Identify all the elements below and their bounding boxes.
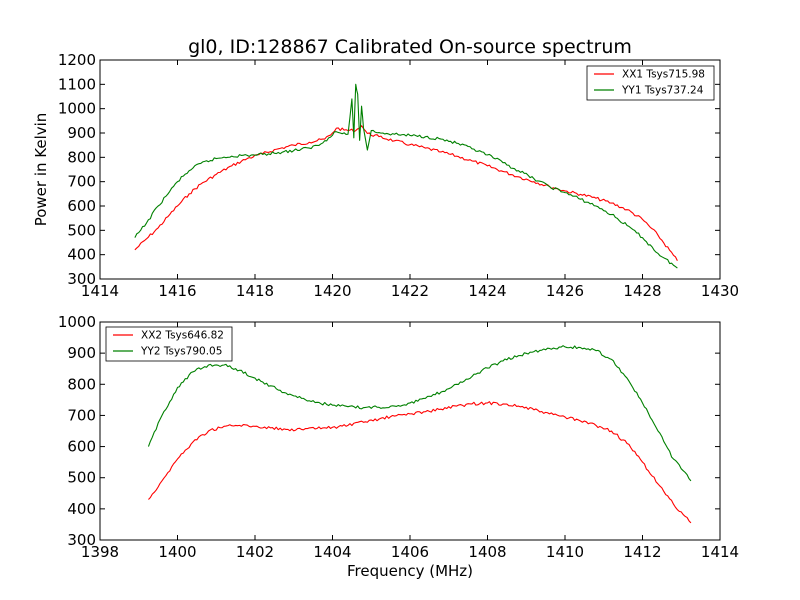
top-legend-box xyxy=(586,65,715,101)
top-y-tick-label: 800 xyxy=(67,148,96,166)
bottom-x-tick-label: 1406 xyxy=(391,543,429,561)
bottom-y-tick-label: 700 xyxy=(67,406,96,424)
bottom-y-tick-label: 500 xyxy=(67,469,96,487)
top-series-line-1 xyxy=(134,83,678,269)
bottom-legend: XX2 Tsys646.82 YY2 Tsys790.05 xyxy=(105,326,233,362)
top-x-tick-label: 1422 xyxy=(391,282,429,300)
top-x-tick-label: 1428 xyxy=(623,282,661,300)
bottom-x-axis-label: Frequency (MHz) xyxy=(347,562,473,580)
top-x-tick-label: 1426 xyxy=(546,282,584,300)
top-series-line-0 xyxy=(134,125,678,261)
top-y-tick-label: 600 xyxy=(67,197,96,215)
top-legend-label-0: XX1 Tsys715.98 xyxy=(622,69,705,81)
bottom-y-tick-label: 1000 xyxy=(58,313,96,331)
top-y-tick-label: 700 xyxy=(67,173,96,191)
bottom-y-tick-label: 400 xyxy=(67,500,96,518)
bottom-x-tick-label: 1402 xyxy=(236,543,274,561)
bottom-x-tick-label: 1408 xyxy=(468,543,506,561)
bottom-y-tick-label: 300 xyxy=(67,531,96,549)
top-legend: XX1 Tsys715.98 YY1 Tsys737.24 xyxy=(586,65,715,101)
bottom-legend-box xyxy=(105,326,233,362)
top-y-tick-label: 500 xyxy=(67,221,96,239)
bottom-y-tick-label: 600 xyxy=(67,438,96,456)
bottom-x-tick-label: 1400 xyxy=(158,543,196,561)
top-x-tick-label: 1414 xyxy=(81,282,119,300)
bottom-x-tick-label: 1410 xyxy=(546,543,584,561)
top-x-tick-label: 1418 xyxy=(236,282,274,300)
bottom-series-line-0 xyxy=(148,401,692,524)
bottom-y-tick-label: 800 xyxy=(67,375,96,393)
top-y-tick-label: 300 xyxy=(67,270,96,288)
top-y-tick-label: 1100 xyxy=(58,75,96,93)
bottom-series-line-1 xyxy=(147,345,692,482)
top-y-tick-label: 1000 xyxy=(58,100,96,118)
bottom-legend-label-1: YY2 Tsys790.05 xyxy=(140,346,222,358)
top-x-tick-label: 1416 xyxy=(158,282,196,300)
top-x-tick-label: 1430 xyxy=(701,282,739,300)
bottom-x-tick-label: 1412 xyxy=(623,543,661,561)
bottom-chart: 1398 1400 1402 1404 1406 1408 1410 1412 1414 300 4… xyxy=(58,313,739,561)
top-y-axis-label: Power in Kelvin xyxy=(32,113,50,227)
bottom-legend-label-0: XX2 Tsys646.82 xyxy=(141,330,224,342)
top-y-tick-label: 900 xyxy=(67,124,96,142)
top-x-tick-label: 1420 xyxy=(313,282,351,300)
chart-title: gl0, ID:128867 Calibrated On-source spec… xyxy=(188,36,632,58)
bottom-x-tick-label: 1404 xyxy=(313,543,351,561)
bottom-x-tick-label: 1414 xyxy=(701,543,739,561)
top-y-tick-label: 1200 xyxy=(58,51,96,69)
top-y-tick-label: 400 xyxy=(67,246,96,264)
bottom-y-tick-label: 900 xyxy=(67,344,96,362)
top-x-tick-label: 1424 xyxy=(468,282,506,300)
bottom-x-tick-label: 1398 xyxy=(81,543,119,561)
top-legend-label-1: YY1 Tsys737.24 xyxy=(621,85,704,97)
